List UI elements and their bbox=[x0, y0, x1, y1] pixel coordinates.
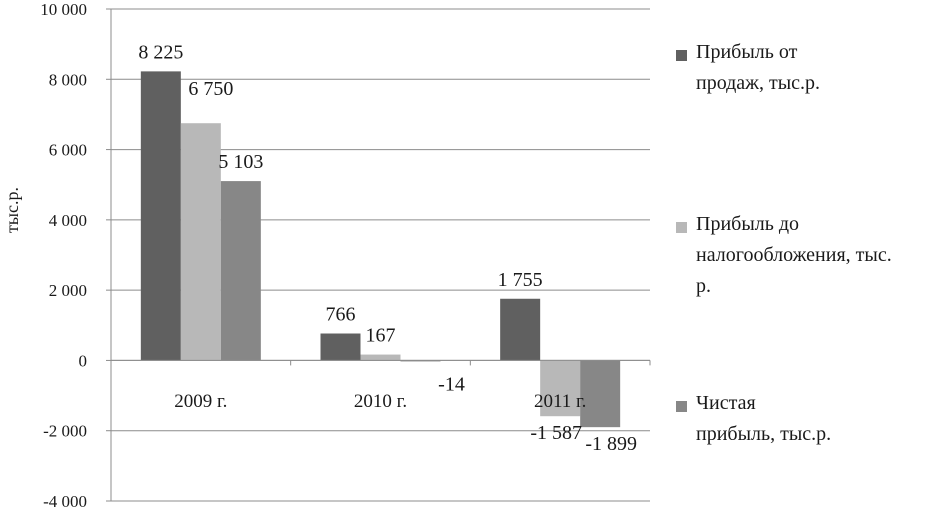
legend-label-line: Прибыль до bbox=[696, 213, 800, 235]
bars bbox=[140, 71, 621, 428]
legend-item-net-profit: Чистая прибыль, тыс.р. bbox=[676, 392, 831, 450]
bar bbox=[220, 181, 261, 361]
data-label: -14 bbox=[438, 373, 465, 395]
legend-swatch-sales-profit bbox=[676, 50, 687, 61]
bar bbox=[180, 123, 221, 361]
category-labels: 2009 г. 2010 г. 2011 г. bbox=[174, 391, 586, 412]
y-tick-label: 10 000 bbox=[40, 0, 87, 19]
data-label: -1 899 bbox=[585, 433, 637, 455]
data-label: 8 225 bbox=[138, 41, 183, 63]
bar bbox=[320, 333, 361, 361]
legend: Прибыль от продаж, тыс.р. Прибыль до нал… bbox=[676, 0, 941, 509]
y-axis-label: тыс.р. bbox=[2, 187, 22, 233]
y-tick-label: 2 000 bbox=[49, 281, 87, 300]
data-label: 167 bbox=[366, 325, 396, 347]
y-tick-label: 6 000 bbox=[49, 141, 87, 160]
data-label: 766 bbox=[326, 304, 356, 326]
legend-label-line: продаж, тыс.р. bbox=[696, 72, 821, 94]
data-label: 1 755 bbox=[498, 269, 543, 291]
bar bbox=[140, 71, 181, 361]
y-tick-labels: 10 000 8 000 6 000 4 000 2 000 0 -2 000 -4 000 bbox=[40, 0, 87, 509]
y-tick-label: 4 000 bbox=[49, 211, 87, 230]
y-tick-label: -4 000 bbox=[43, 492, 87, 509]
legend-label: Прибыль от продаж, тыс.р. bbox=[696, 37, 820, 99]
legend-label-line: Прибыль от bbox=[696, 41, 798, 63]
legend-label: Чистая прибыль, тыс.р. bbox=[696, 388, 831, 450]
legend-label: Прибыль до налогообложения, тыс. р. bbox=[696, 209, 892, 302]
category-label: 2010 г. bbox=[354, 391, 407, 412]
y-tick-label: 8 000 bbox=[49, 70, 87, 89]
legend-label-line: прибыль, тыс.р. bbox=[696, 423, 832, 445]
bar bbox=[580, 360, 621, 428]
legend-item-pretax-profit: Прибыль до налогообложения, тыс. р. bbox=[676, 213, 892, 302]
legend-label-line: р. bbox=[696, 275, 711, 297]
legend-label-line: налогообложения, тыс. bbox=[696, 244, 892, 266]
y-tick-label: 0 bbox=[79, 351, 88, 370]
legend-item-sales-profit: Прибыль от продаж, тыс.р. bbox=[676, 41, 820, 99]
data-labels: 8 225 766 1 755 6 750 167 -1 587 5 103 -14 -1 89… bbox=[138, 41, 637, 455]
legend-label-line: Чистая bbox=[696, 392, 756, 414]
data-label: -1 587 bbox=[530, 422, 582, 444]
bar bbox=[540, 360, 581, 417]
legend-swatch-pretax-profit bbox=[676, 222, 687, 233]
category-label: 2009 г. bbox=[174, 391, 227, 412]
category-label: 2011 г. bbox=[534, 391, 586, 412]
data-label: 6 750 bbox=[188, 78, 233, 100]
bar bbox=[500, 298, 541, 361]
legend-swatch-net-profit bbox=[676, 401, 687, 412]
y-tick-label: -2 000 bbox=[43, 422, 87, 441]
axes bbox=[106, 8, 651, 502]
data-label: 5 103 bbox=[218, 151, 263, 173]
bar bbox=[360, 354, 401, 361]
